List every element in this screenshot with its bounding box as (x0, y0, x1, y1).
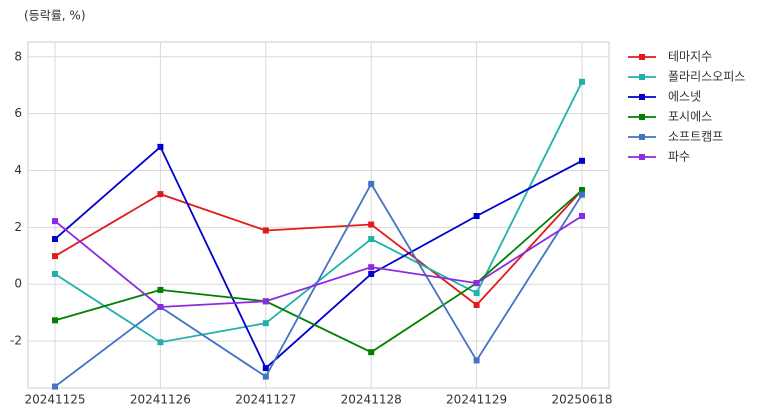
series-line (54, 215, 583, 308)
point (52, 236, 58, 243)
legend-marker (639, 114, 645, 120)
legend-label: 포시에스 (668, 110, 712, 124)
point (262, 227, 269, 234)
plot-area (27, 41, 610, 389)
point (157, 286, 164, 293)
point (262, 373, 269, 380)
point (368, 236, 375, 243)
series-line (54, 189, 583, 354)
legend-label: 테마지수 (668, 50, 712, 64)
point (52, 383, 58, 390)
point (368, 180, 375, 187)
point (368, 270, 375, 277)
legend-label: 폴라리스오피스 (668, 70, 745, 84)
point (473, 301, 480, 308)
legend-marker (639, 154, 645, 160)
point (157, 339, 164, 346)
x-tick-label: 20241126 (130, 393, 191, 407)
x-tick-label: 20241129 (446, 393, 507, 407)
point (473, 212, 480, 219)
y-tick-label: -2 (10, 334, 22, 348)
x-tick-label: 20250618 (551, 393, 612, 407)
y-tick-label: 4 (14, 163, 22, 177)
point (368, 349, 375, 356)
y-tick-label: 8 (14, 49, 22, 63)
point (52, 253, 58, 260)
point (473, 357, 480, 364)
point (473, 280, 480, 287)
x-tick-label: 20241128 (341, 393, 402, 407)
legend-label: 에스넷 (668, 90, 701, 104)
point (52, 270, 58, 277)
legend-marker (639, 74, 645, 80)
point (52, 218, 58, 225)
series-line (54, 145, 583, 370)
point (262, 320, 269, 327)
point (262, 365, 269, 372)
point (157, 303, 164, 310)
legend-marker (639, 94, 645, 100)
y-tick-label: 0 (14, 277, 22, 291)
point (579, 187, 585, 194)
point (157, 143, 164, 150)
point (473, 290, 480, 297)
point (368, 221, 375, 228)
chart-title: (등락률, %) (24, 9, 86, 23)
y-tick-label: 2 (14, 220, 22, 234)
series-line (54, 189, 583, 307)
point (579, 78, 585, 85)
series-line (54, 182, 583, 388)
legend-marker (639, 54, 645, 60)
point (368, 264, 375, 271)
point (157, 191, 164, 198)
point (52, 317, 58, 324)
point (262, 298, 269, 305)
x-tick-label: 20241125 (24, 393, 85, 407)
x-tick-label: 20241127 (235, 393, 296, 407)
point (579, 191, 585, 198)
legend-marker (639, 134, 645, 140)
y-tick-label: 6 (14, 106, 22, 120)
point (579, 212, 585, 219)
legend-label: 소프트캠프 (668, 130, 723, 144)
point (579, 157, 585, 164)
legend-label: 파수 (668, 150, 690, 164)
